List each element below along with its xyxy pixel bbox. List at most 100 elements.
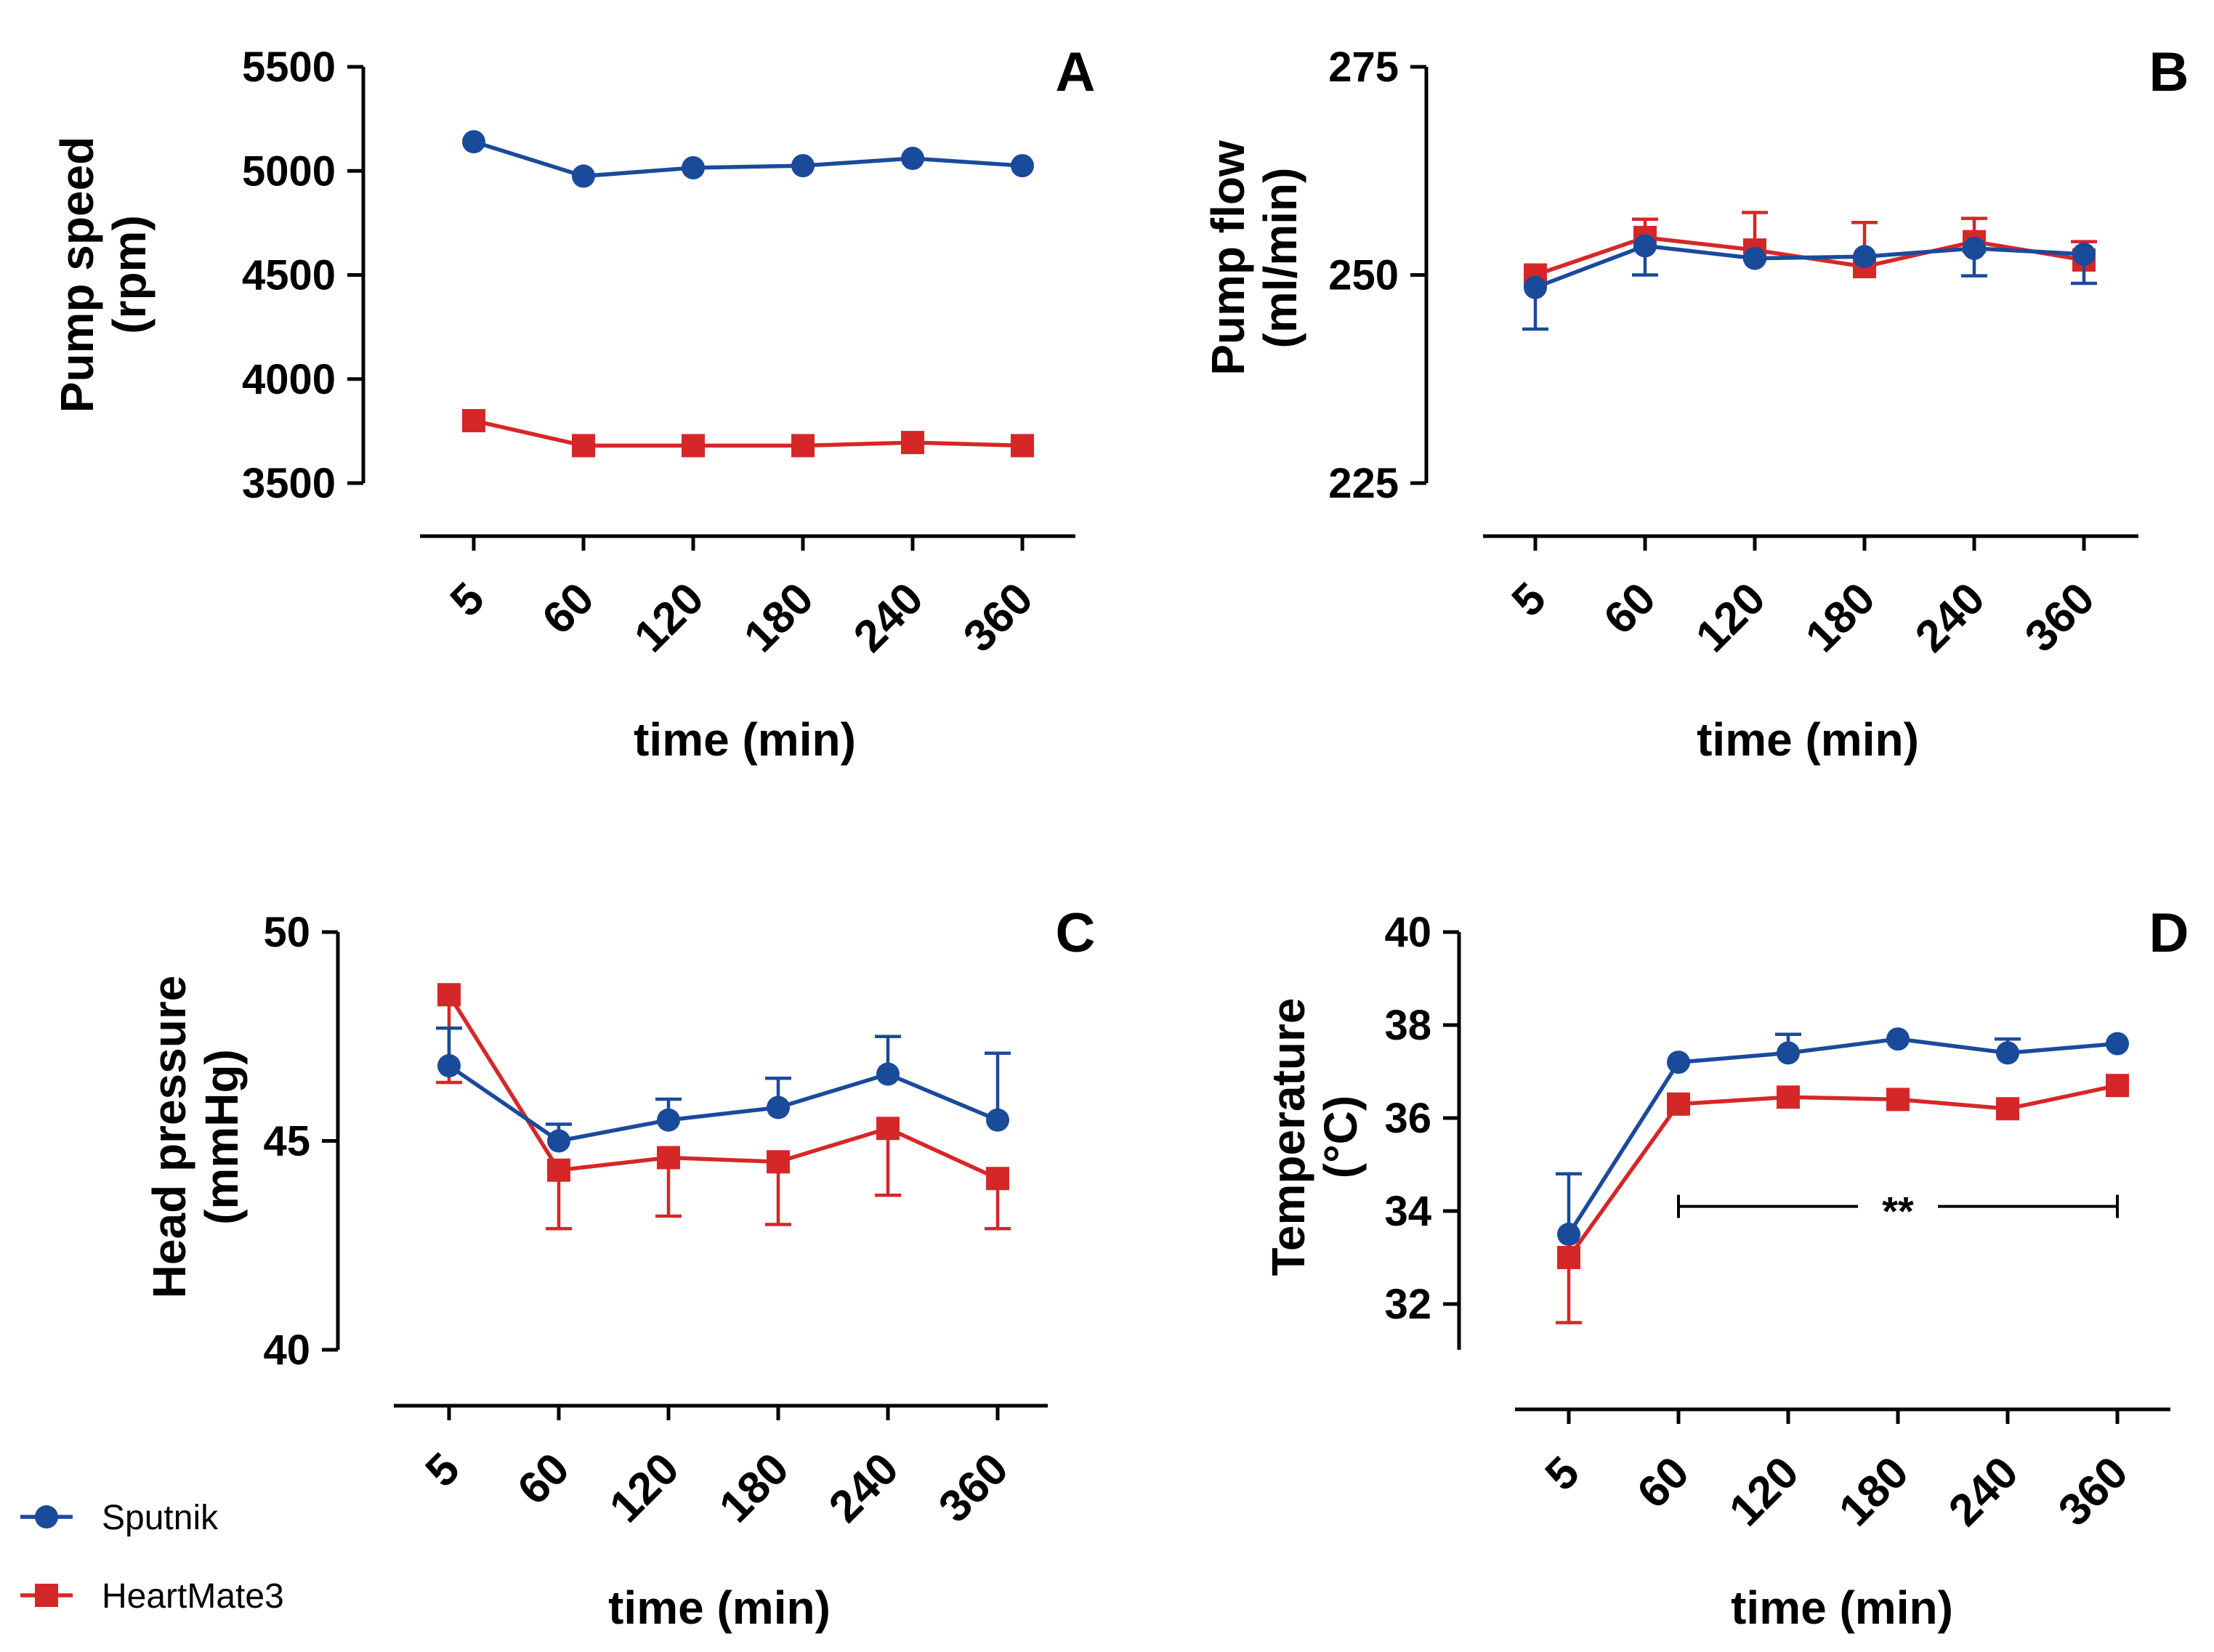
data-point <box>1853 245 1876 269</box>
x-tick-label: 360 <box>929 1444 1018 1532</box>
series-sputnik <box>1556 1027 2129 1246</box>
series-line <box>473 418 1023 448</box>
series-heartmate3 <box>462 409 1034 458</box>
y-axis-label-line: (°C) <box>1314 1096 1367 1178</box>
panel-letter: B <box>2149 41 2189 103</box>
data-point <box>2072 242 2096 266</box>
x-axis-label: time (min) <box>1731 1582 1953 1634</box>
series-line <box>1567 1083 2118 1259</box>
x-axis-label: time (min) <box>608 1582 831 1634</box>
x-tick-label: 180 <box>710 1444 799 1532</box>
data-point <box>1667 1092 1690 1116</box>
data-point <box>682 434 705 458</box>
y-tick-label: 225 <box>1328 460 1399 507</box>
data-point <box>682 155 705 179</box>
data-point <box>1777 1041 1800 1065</box>
x-tick-label: 120 <box>1720 1447 1809 1536</box>
y-axis-label-line: Pump flow <box>1202 140 1254 376</box>
data-point <box>2106 1032 2129 1056</box>
legend-label: Sputnik <box>102 1499 219 1537</box>
y-axis-label: Head pressure(mmHg) <box>143 976 248 1299</box>
x-tick-label: 60 <box>533 573 604 644</box>
x-tick-label: 5 <box>1536 1447 1589 1500</box>
y-axis-label: Temperature(°C) <box>1262 998 1367 1276</box>
x-axis-label: time (min) <box>634 713 856 766</box>
data-point <box>1557 1246 1580 1269</box>
y-axis-label-line: (rpm) <box>103 215 155 334</box>
panel-c: 40 45 50 5 60 120 180 240 360 time (min) Head pres… <box>143 902 1095 1634</box>
data-point <box>876 1117 900 1141</box>
data-point <box>1777 1085 1800 1109</box>
y-tick-label: 4500 <box>242 252 336 299</box>
significance-annotation: ** <box>1677 1189 2119 1234</box>
data-point <box>876 1062 900 1086</box>
data-point <box>462 409 485 433</box>
y-tick-label: 50 <box>263 909 310 956</box>
legend-item-heartmate3: HeartMate3 <box>20 1577 284 1616</box>
data-point <box>1633 234 1657 258</box>
data-point <box>1524 275 1547 299</box>
y-tick-label: 4000 <box>242 356 336 403</box>
x-tick-label: 180 <box>1796 573 1885 662</box>
y-axis-label: Pump flow(ml/min) <box>1202 140 1306 376</box>
x-tick-label: 60 <box>1594 573 1665 644</box>
x-axis-label: time (min) <box>1697 713 1919 766</box>
x-tick-label: 5 <box>441 573 494 626</box>
series-line <box>473 139 1023 179</box>
y-tick-label: 32 <box>1384 1281 1431 1328</box>
panel-letter: A <box>1056 41 1096 103</box>
data-point <box>1886 1088 1910 1112</box>
x-tick-label: 180 <box>1830 1447 1918 1536</box>
y-tick-label: 34 <box>1384 1188 1431 1235</box>
y-tick-label: 275 <box>1328 44 1399 91</box>
x-tick-label: 240 <box>820 1444 908 1532</box>
data-point <box>657 1146 680 1170</box>
y-tick-label: 36 <box>1384 1095 1431 1142</box>
data-point <box>437 983 461 1007</box>
x-tick-label: 240 <box>844 573 933 662</box>
data-point <box>767 1096 790 1119</box>
legend-label: HeartMate3 <box>102 1577 284 1616</box>
data-point <box>791 434 815 458</box>
y-tick-label: 250 <box>1328 252 1399 299</box>
data-point <box>986 1108 1009 1132</box>
y-axis-label-line: Temperature <box>1262 998 1314 1276</box>
data-point <box>437 1054 461 1077</box>
y-axis-label-line: Pump speed <box>51 137 103 413</box>
data-point <box>462 130 485 154</box>
data-point <box>901 147 924 171</box>
x-tick-label: 5 <box>416 1444 469 1497</box>
legend-marker <box>35 1584 58 1607</box>
y-tick-label: 40 <box>1384 909 1431 956</box>
data-point <box>1963 236 1986 260</box>
data-point <box>1996 1097 2019 1121</box>
data-point <box>1011 434 1034 458</box>
x-tick-label: 360 <box>2016 573 2104 662</box>
data-point <box>547 1129 570 1153</box>
series-sputnik <box>436 1027 1011 1153</box>
data-point <box>1996 1041 2019 1065</box>
data-point <box>657 1108 680 1132</box>
series-line <box>448 1064 999 1143</box>
series-sputnik <box>462 130 1034 188</box>
x-tick-label: 240 <box>1939 1447 2028 1536</box>
significance-label: ** <box>1882 1189 1914 1234</box>
x-tick-label: 240 <box>1906 573 1995 662</box>
y-tick-label: 5500 <box>242 44 336 91</box>
x-tick-label: 360 <box>2049 1447 2138 1536</box>
x-tick-label: 60 <box>508 1444 579 1515</box>
series-line <box>447 993 999 1181</box>
y-tick-label: 3500 <box>242 460 336 507</box>
data-point <box>901 431 924 455</box>
panel-letter: D <box>2149 902 2189 964</box>
x-tick-label: 60 <box>1628 1447 1699 1518</box>
y-tick-label: 5000 <box>242 147 336 195</box>
x-tick-label: 360 <box>954 573 1043 662</box>
y-axis-label-line: (ml/min) <box>1254 168 1306 349</box>
series-line <box>1535 243 2085 290</box>
legend-item-sputnik: Sputnik <box>20 1499 219 1537</box>
x-tick-label: 180 <box>735 573 823 662</box>
y-tick-label: 38 <box>1384 1002 1431 1049</box>
